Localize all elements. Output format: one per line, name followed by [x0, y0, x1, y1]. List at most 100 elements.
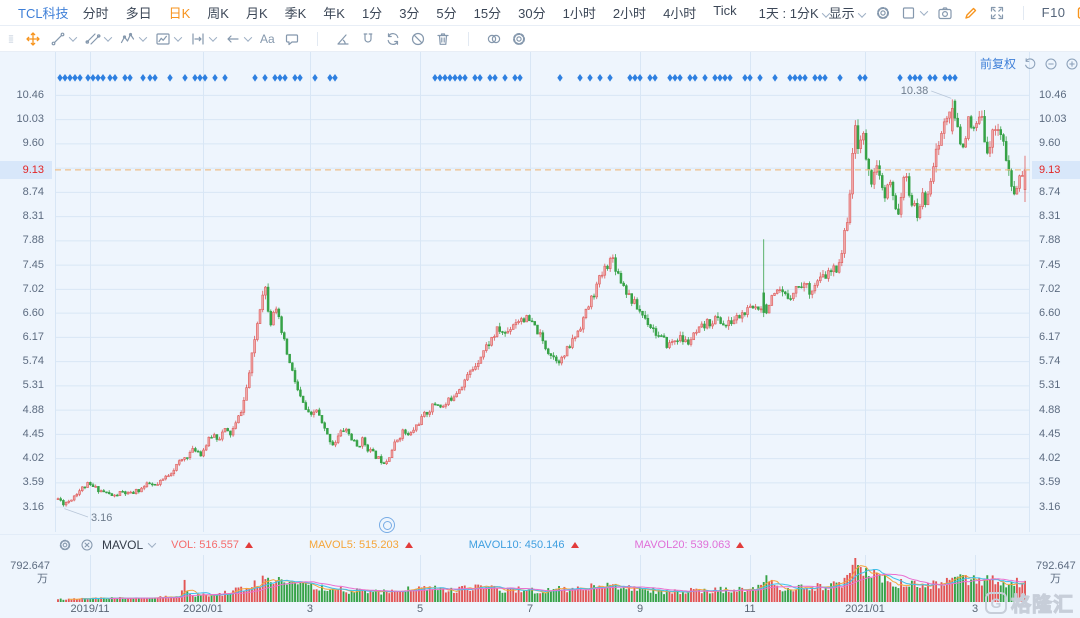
tab-2小时[interactable]: 2小时: [612, 6, 647, 21]
tab-30分[interactable]: 30分: [518, 6, 546, 21]
tab-3分[interactable]: 3分: [399, 6, 420, 21]
current-price-badge: 9.13: [0, 160, 52, 179]
zoom-in-icon[interactable]: [1065, 57, 1079, 71]
arrow-annotation-tool[interactable]: [225, 31, 253, 47]
chevron-down-icon: [857, 8, 866, 18]
time-tick: 5: [416, 603, 424, 615]
chevron-down-icon: [103, 32, 113, 42]
divider: [1022, 5, 1024, 20]
drawing-settings-gear-icon[interactable]: [511, 31, 527, 47]
price-tick: 5.31: [1039, 379, 1061, 392]
chevron-down-icon: [138, 32, 148, 42]
tab-Tick[interactable]: Tick: [713, 3, 737, 18]
price-tick: 10.03: [1039, 113, 1067, 126]
indicator-settings-gear-icon[interactable]: [58, 538, 72, 552]
price-tick: 4.45: [22, 427, 44, 440]
time-axis: 2019/11 2020/01 3 5 7 9 11 2021/01 3: [0, 602, 1080, 618]
tab-月K[interactable]: 月K: [245, 6, 268, 21]
toolbar-right: 显示 F10: [829, 3, 1080, 22]
tab-年K[interactable]: 年K: [323, 6, 345, 21]
tab-分时[interactable]: 分时: [82, 6, 109, 21]
time-tick: 3: [971, 603, 979, 615]
settings-gear-icon[interactable]: [875, 5, 891, 21]
trend-line-tool[interactable]: [50, 31, 78, 47]
price-tick: 5.74: [1039, 355, 1061, 368]
indicator-name[interactable]: MAVOL: [102, 538, 144, 552]
chevron-down-icon: [147, 539, 157, 548]
tab-1小时[interactable]: 1小时: [562, 6, 596, 21]
toolbar-drag-handle[interactable]: [6, 31, 16, 47]
indicator-close-icon[interactable]: [80, 538, 94, 552]
price-tick: 7.45: [1039, 258, 1061, 271]
price-tick: 9.60: [1039, 137, 1061, 150]
price-tick: 8.74: [22, 185, 44, 198]
price-tick: 10.03: [16, 113, 44, 126]
tab-日K[interactable]: 日K: [168, 6, 191, 21]
price-tick: 8.74: [1039, 185, 1061, 198]
price-axis-right: 10.46 10.03 9.60 8.74 8.31 7.88 7.45 7.02 6.60 6.…: [1032, 52, 1080, 532]
measure-tool[interactable]: [190, 31, 218, 47]
chart-style-dropdown[interactable]: [901, 4, 928, 21]
time-tick: 3: [306, 603, 314, 615]
pattern-tool[interactable]: [155, 31, 183, 47]
tab-15分[interactable]: 15分: [473, 6, 502, 21]
chart-area[interactable]: 10.46 10.03 9.60 8.74 8.31 7.88 7.45 7.02 6.60 6.…: [0, 52, 1080, 618]
tab-1分[interactable]: 1分: [361, 6, 383, 21]
camera-snapshot-icon[interactable]: [937, 5, 953, 21]
stock-name[interactable]: TCL科技: [18, 6, 69, 21]
text-tool[interactable]: Aa: [260, 31, 275, 46]
price-tick: 5.31: [22, 379, 44, 392]
magnet-snap-tool[interactable]: [360, 31, 376, 47]
volume-indicator-row: MAVOL VOL: 516.557 MAVOL5: 515.203 MAVOL10…: [0, 534, 1080, 555]
custom-period-label: 1天 : 1分K: [758, 6, 819, 21]
f10-button[interactable]: F10: [1041, 5, 1066, 20]
volume-scale-left: 792.647 万: [10, 560, 50, 585]
channel-tool[interactable]: [85, 31, 113, 47]
price-axis-left: 10.46 10.03 9.60 8.74 8.31 7.88 7.45 7.02 6.60 6.…: [0, 52, 52, 532]
comment-tool[interactable]: [284, 31, 300, 47]
move-pan-tool[interactable]: [25, 31, 41, 47]
tab-5分[interactable]: 5分: [436, 6, 457, 21]
adjust-mode-link[interactable]: 前复权: [980, 57, 1017, 71]
wave-tool[interactable]: [120, 31, 148, 47]
angle-tool[interactable]: [335, 31, 351, 47]
chevron-down-icon: [243, 32, 253, 42]
tab-多日[interactable]: 多日: [125, 6, 152, 21]
indicator-value-MAVOL10: MAVOL10: 450.146: [469, 539, 579, 551]
price-tick: 4.88: [22, 403, 44, 416]
refresh-sync-tool[interactable]: [385, 31, 401, 47]
time-tick: 7: [526, 603, 534, 615]
price-tick: 3.59: [22, 476, 44, 489]
tab-周K[interactable]: 周K: [207, 6, 229, 21]
hide-drawings-tool[interactable]: [410, 31, 426, 47]
price-tick: 6.60: [1039, 306, 1061, 319]
delete-drawings-tool[interactable]: [435, 31, 451, 47]
tab-4小时[interactable]: 4小时: [663, 6, 697, 21]
time-tick: 11: [744, 603, 756, 615]
price-tick: 5.74: [22, 355, 44, 368]
fullscreen-icon[interactable]: [989, 5, 1005, 21]
price-tick: 7.88: [1039, 234, 1061, 247]
chevron-down-icon: [919, 7, 928, 16]
current-price-badge: 9.13: [1032, 160, 1080, 179]
draw-pencil-icon[interactable]: [963, 5, 979, 21]
time-tick: 2020/01: [183, 603, 223, 615]
price-tick: 3.16: [22, 500, 44, 513]
price-tick: 6.17: [22, 330, 44, 343]
volume-canvas[interactable]: [55, 555, 1030, 602]
price-tick: 8.31: [22, 210, 44, 223]
zoom-out-icon[interactable]: [1044, 57, 1058, 71]
compare-overlay-tool[interactable]: [486, 31, 502, 47]
custom-period-dropdown[interactable]: 1天 : 1分K: [758, 3, 830, 22]
tab-季K[interactable]: 季K: [284, 6, 307, 21]
drawing-toolbar: Aa: [0, 26, 1080, 52]
price-tick: 7.02: [22, 282, 44, 295]
price-tick: 4.45: [1039, 427, 1061, 440]
display-dropdown[interactable]: 显示: [829, 3, 866, 22]
undo-restore-icon[interactable]: [1023, 57, 1037, 71]
candlestick-canvas[interactable]: 10.38 3.16: [55, 52, 1030, 532]
period-tabs: 分时 多日 日K 周K 月K 季K 年K 1分 3分 5分 15分 30分 1小时 2小时 4小时 Tick: [83, 3, 737, 22]
price-tick: 4.88: [1039, 403, 1061, 416]
side-panel-toggle-icon[interactable]: [1076, 5, 1080, 21]
watermark-brand: 格隆汇: [1011, 594, 1074, 617]
